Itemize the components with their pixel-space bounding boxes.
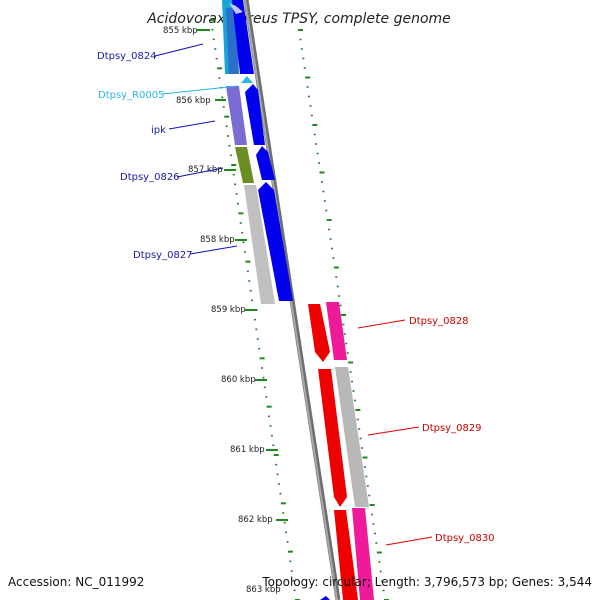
gene-labels: Dtpsy_0824 Dtpsy_R0005 ipk Dtpsy_0826 Dt… xyxy=(97,43,495,546)
label-dtpsy-0827[interactable]: Dtpsy_0827 xyxy=(133,250,193,261)
gene-dtpsy-0828-red[interactable] xyxy=(308,304,330,362)
ruler-right xyxy=(298,29,389,600)
tick-labels: 855 kbp 856 kbp 857 kbp 858 kbp 859 kbp … xyxy=(163,26,288,595)
gene-dtpsy-0827-blue[interactable] xyxy=(258,182,293,301)
gene-dtpsy-0828-magenta[interactable] xyxy=(326,302,347,360)
tick-label-857: 857 kbp xyxy=(188,165,223,175)
gene-track-left xyxy=(222,0,293,304)
gene-bottom-blue[interactable] xyxy=(320,596,330,600)
gene-dtpsy-0826-olive[interactable] xyxy=(235,147,254,183)
gene-top-lavender[interactable] xyxy=(229,3,243,14)
accession-text: Accession: NC_011992 xyxy=(8,575,144,589)
gene-ipk-blue[interactable] xyxy=(245,84,265,145)
gene-dtpsy-0830-red[interactable] xyxy=(334,510,358,600)
label-dtpsy-0828[interactable]: Dtpsy_0828 xyxy=(409,316,469,327)
label-dtpsy-0824[interactable]: Dtpsy_0824 xyxy=(97,51,157,62)
gene-dtpsy-0829-red[interactable] xyxy=(318,369,347,507)
tick-label-856: 856 kbp xyxy=(176,96,211,106)
tick-label-858: 858 kbp xyxy=(200,235,235,245)
label-dtpsy-0826[interactable]: Dtpsy_0826 xyxy=(120,172,180,183)
ruler-left xyxy=(210,19,300,600)
label-dtpsy-0830[interactable]: Dtpsy_0830 xyxy=(435,533,495,544)
gene-dtpsy-0826-blue[interactable] xyxy=(256,146,275,180)
gene-dtpsy-0829-grey[interactable] xyxy=(335,367,369,507)
tick-label-862: 862 kbp xyxy=(238,515,273,525)
tick-label-855: 855 kbp xyxy=(163,26,198,36)
gene-dtpsy-0830-magenta[interactable] xyxy=(352,508,374,600)
map-title: Acidovorax ebreus TPSY, complete genome xyxy=(146,11,451,27)
gene-dtpsy-0827-grey[interactable] xyxy=(244,185,275,304)
gene-dtpsy-r0005[interactable] xyxy=(241,76,253,83)
tick-label-863: 863 kbp xyxy=(246,585,281,595)
topology-text: Topology: circular; Length: 3,796,573 bp… xyxy=(261,575,592,589)
gene-dtpsy-0824-blue[interactable] xyxy=(232,0,254,74)
label-dtpsy-0829[interactable]: Dtpsy_0829 xyxy=(422,423,482,434)
label-dtpsy-r0005[interactable]: Dtpsy_R0005 xyxy=(98,90,165,101)
gene-track-right xyxy=(308,302,374,600)
tick-label-860: 860 kbp xyxy=(221,375,256,385)
tick-label-859: 859 kbp xyxy=(211,305,246,315)
tick-label-861: 861 kbp xyxy=(230,445,265,455)
gene-ipk-purple[interactable] xyxy=(226,86,247,145)
label-ipk[interactable]: ipk xyxy=(151,125,166,136)
